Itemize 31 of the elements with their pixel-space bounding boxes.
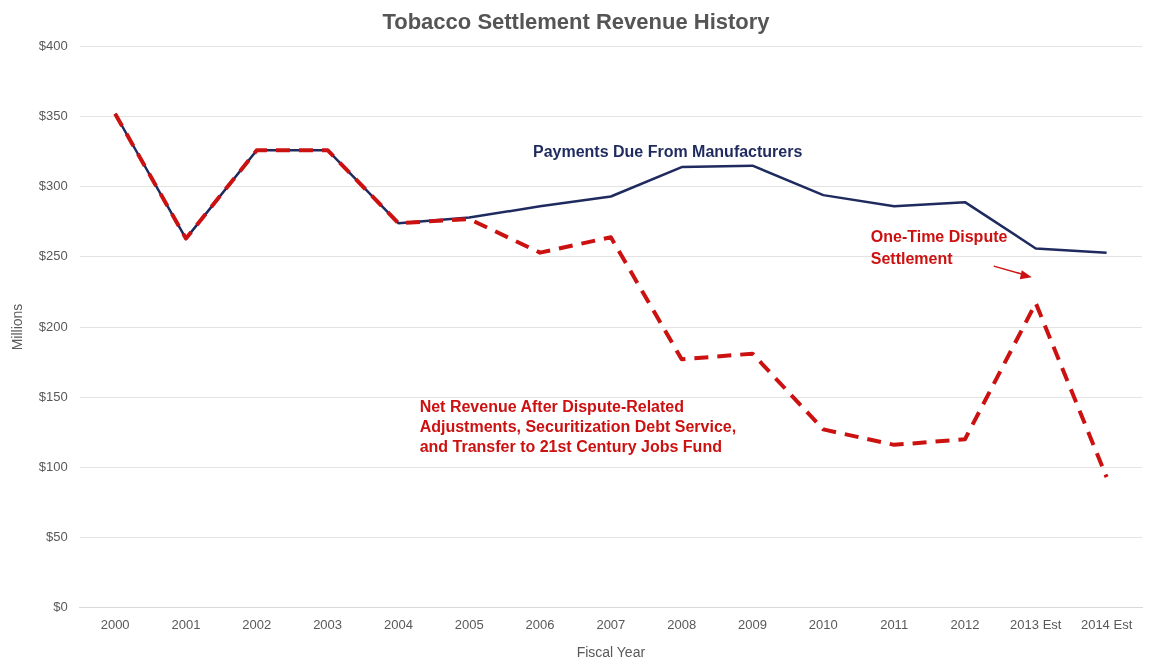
x-tick-label: 2008 — [667, 616, 697, 632]
series-label: Payments Due From Manufacturers — [532, 143, 803, 161]
x-tick-label: 2013 Est — [1010, 616, 1062, 632]
x-tick-label: 2006 — [525, 616, 555, 632]
x-tick-label: 2014 Est — [1080, 616, 1133, 632]
y-tick-label: $350 — [38, 108, 68, 124]
x-tick-label: 2010 — [808, 616, 838, 632]
x-tick-label: 2012 — [950, 616, 980, 632]
y-tick-label: $400 — [38, 37, 68, 53]
annotation: One-Time Dispute Settlement — [870, 227, 1008, 267]
y-tick-label: $150 — [38, 388, 68, 404]
x-tick-label: 2005 — [454, 616, 484, 632]
y-tick-label: $300 — [38, 178, 68, 194]
line-series — [113, 111, 1109, 480]
x-tick-label: 2009 — [738, 616, 767, 632]
y-axis-title: Millions — [9, 303, 26, 351]
y-tick-label: $200 — [38, 318, 68, 334]
x-tick-label: 2000 — [100, 616, 130, 632]
x-tick-label: 2007 — [596, 616, 626, 632]
y-tick-label: $250 — [38, 248, 68, 264]
x-tick-label: 2004 — [383, 616, 413, 632]
y-tick-label: $0 — [53, 599, 68, 615]
x-tick-label: 2001 — [171, 616, 201, 632]
y-tick-label: $50 — [46, 529, 68, 545]
text: Net Revenue After Dispute-Related Adjustments, Securitization Debt Service, and Transfer to 21st Century Jobs Fund — [419, 398, 737, 456]
y-tick-label: $100 — [38, 458, 68, 474]
chart-title: Tobacco Settlement Revenue History — [382, 9, 771, 35]
x-tick-label: 2011 — [880, 616, 909, 632]
x-tick-label: 2002 — [242, 616, 272, 632]
x-axis-title: Fiscal Year — [576, 644, 646, 661]
x-tick-label: 2003 — [313, 616, 343, 632]
